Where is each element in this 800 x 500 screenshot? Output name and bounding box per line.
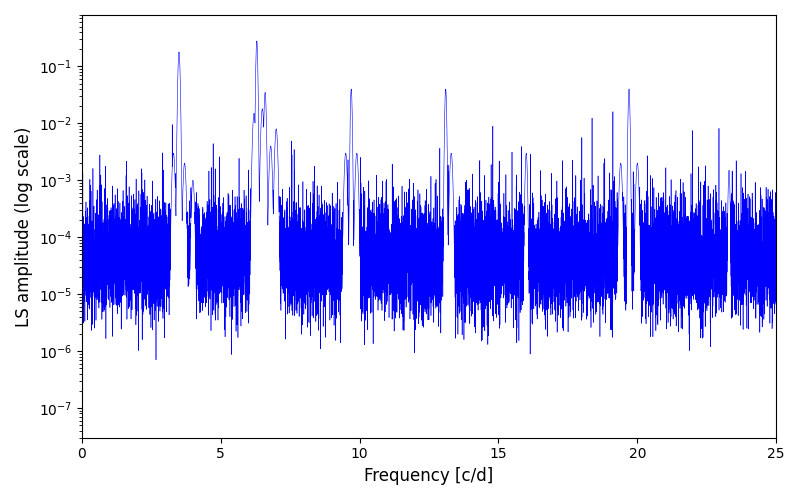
Y-axis label: LS amplitude (log scale): LS amplitude (log scale): [15, 126, 33, 326]
X-axis label: Frequency [c/d]: Frequency [c/d]: [364, 467, 494, 485]
